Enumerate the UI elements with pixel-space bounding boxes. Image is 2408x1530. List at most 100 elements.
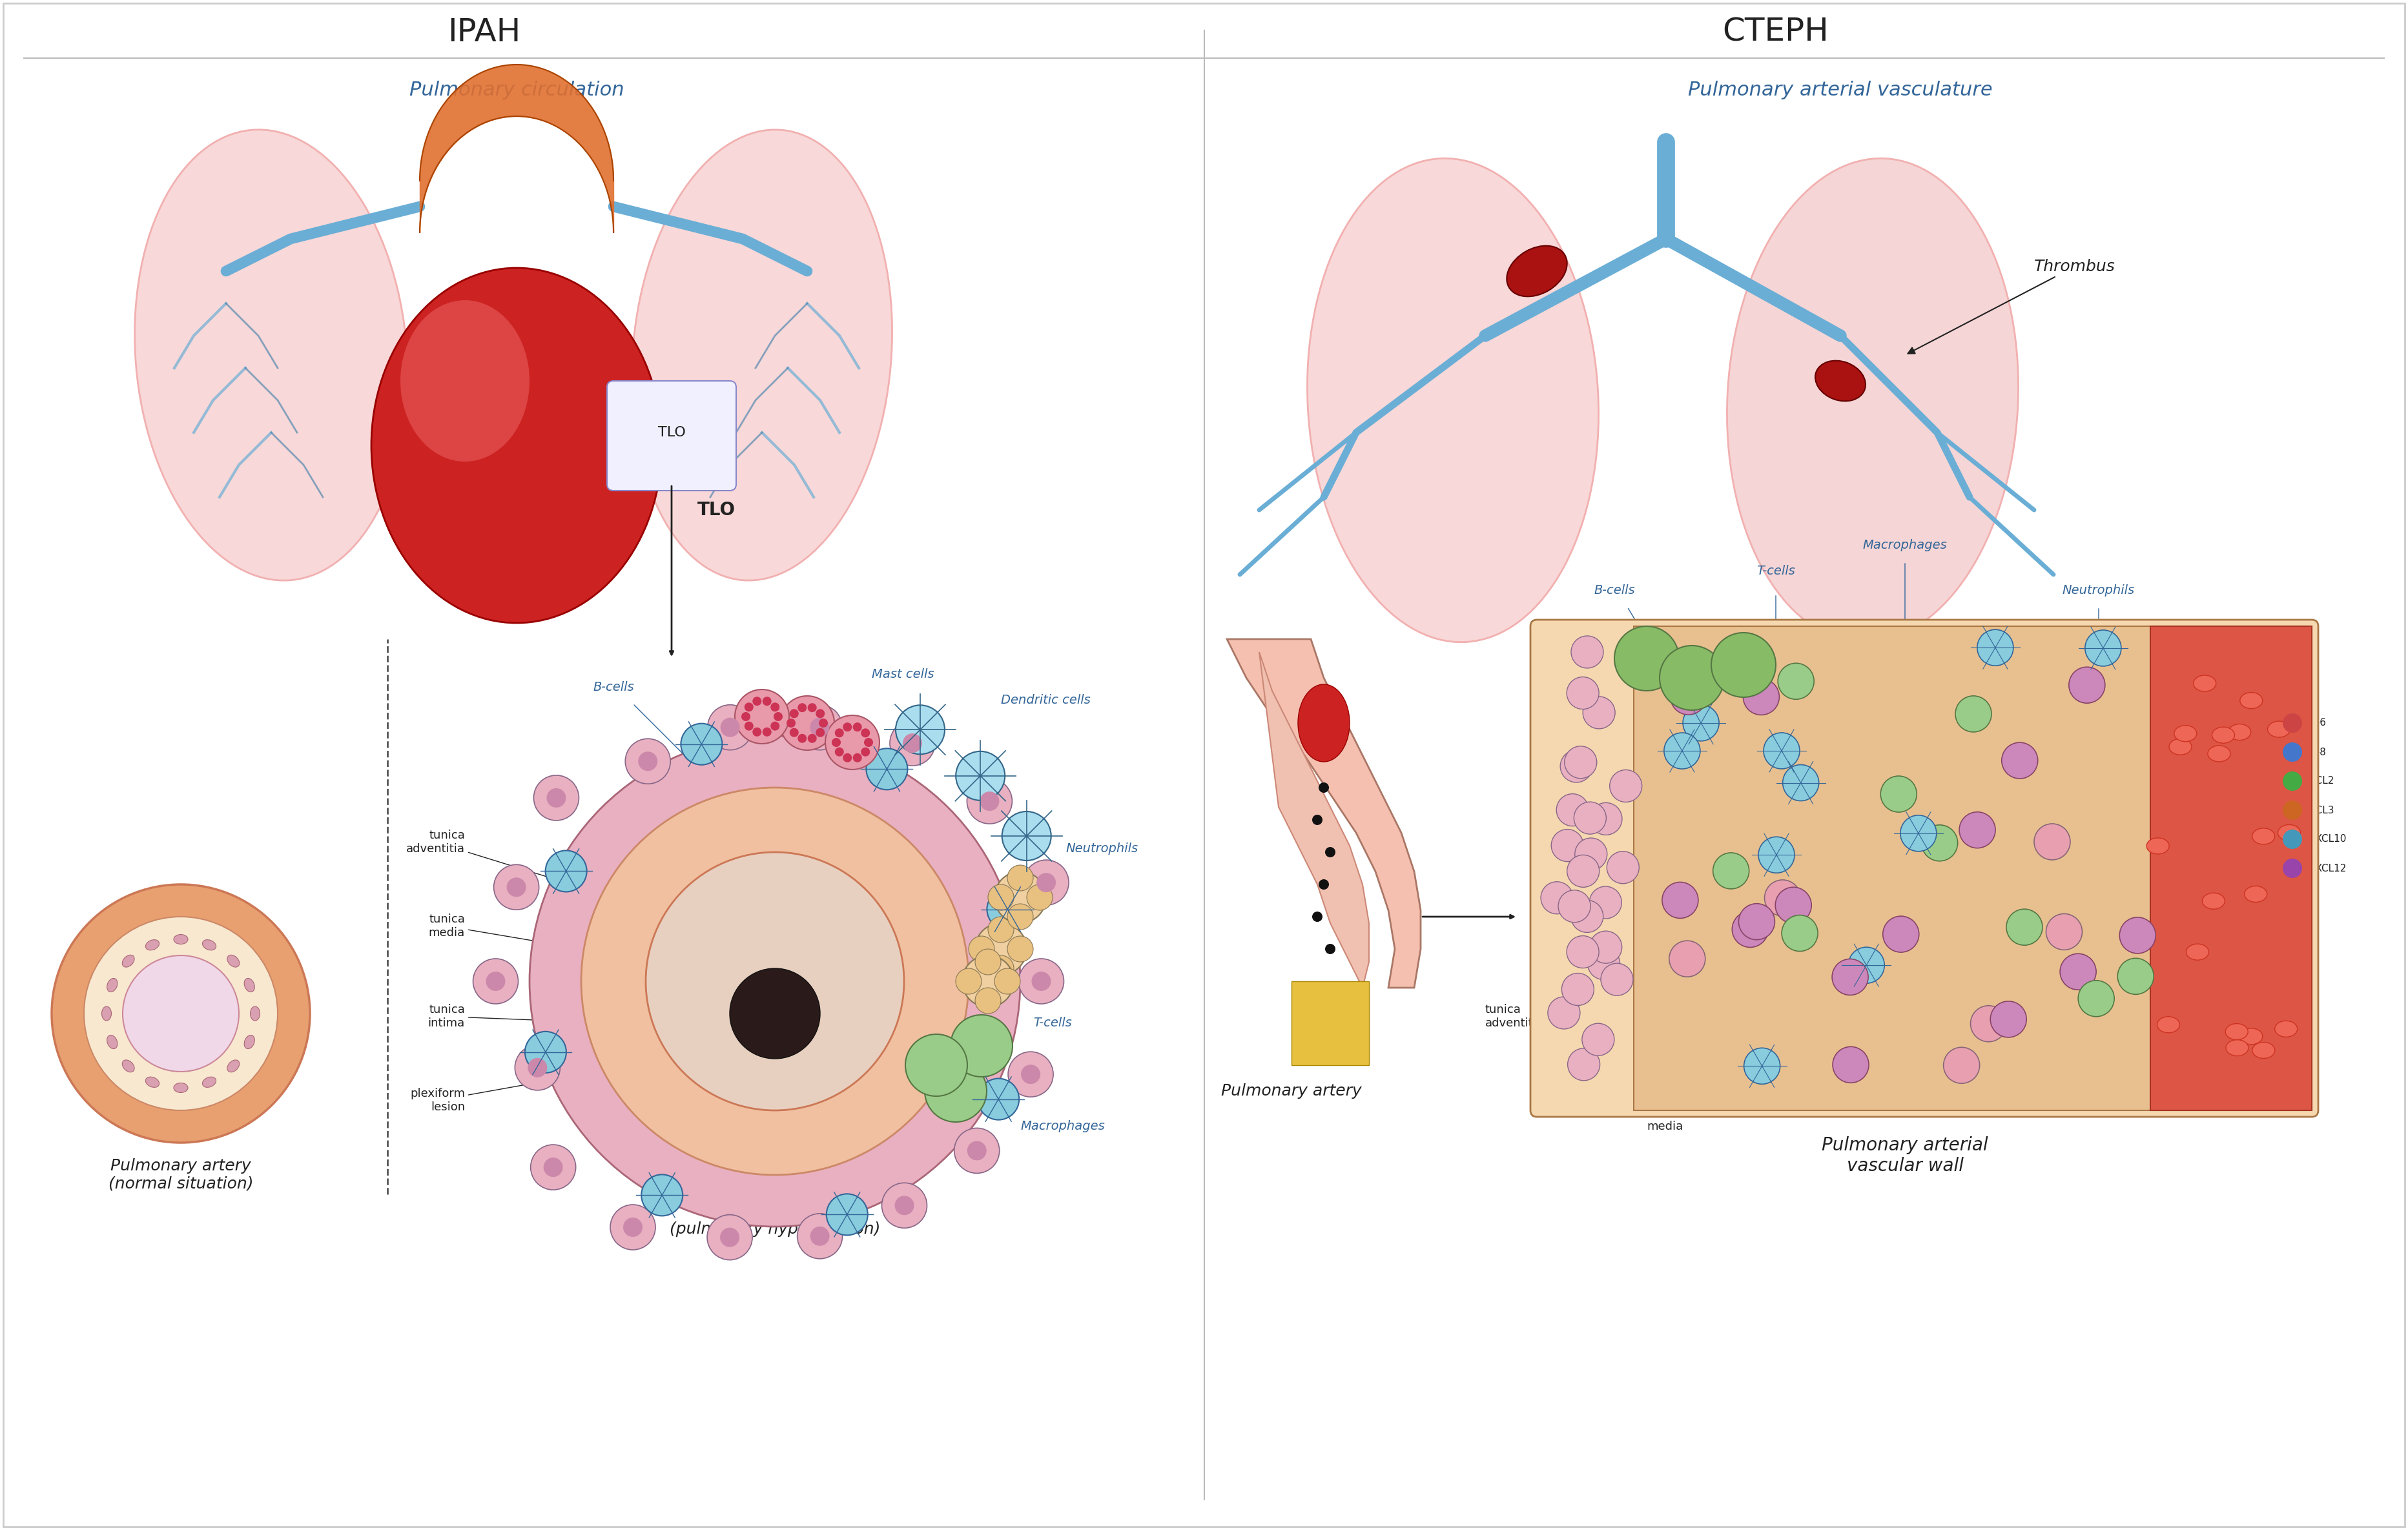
Circle shape [1739,904,1775,939]
Circle shape [2035,823,2071,860]
Circle shape [836,747,843,756]
Circle shape [896,1196,915,1215]
Circle shape [1683,705,1719,741]
Ellipse shape [2227,724,2251,741]
Circle shape [891,721,934,765]
Text: T-cells: T-cells [1755,565,1794,577]
Ellipse shape [2203,894,2225,909]
Text: Mast cells: Mast cells [872,669,934,681]
FancyBboxPatch shape [2150,626,2312,1111]
Ellipse shape [371,268,662,623]
Circle shape [790,728,799,737]
Circle shape [609,1204,655,1250]
Ellipse shape [2276,1021,2297,1037]
Ellipse shape [1727,159,2018,643]
Circle shape [84,916,277,1111]
Circle shape [797,1213,843,1259]
Circle shape [925,1060,987,1121]
Circle shape [809,1227,828,1245]
Ellipse shape [106,1036,118,1048]
Circle shape [1758,837,1794,874]
Ellipse shape [1507,246,1568,297]
Circle shape [1007,864,1033,890]
Circle shape [1568,676,1599,710]
Circle shape [987,889,1028,930]
Text: tunica
media: tunica media [1647,1079,1741,1132]
Circle shape [1541,881,1572,913]
Circle shape [903,733,922,753]
Circle shape [530,1144,576,1190]
Circle shape [1955,696,1991,731]
Text: B-cells: B-cells [1594,584,1635,597]
Circle shape [1991,1001,2028,1037]
Circle shape [744,722,754,731]
Circle shape [472,959,518,1004]
Circle shape [807,704,816,711]
Text: CCL2: CCL2 [2309,776,2333,786]
Circle shape [744,702,754,711]
Text: CCL3: CCL3 [2309,805,2333,815]
Ellipse shape [226,1060,238,1073]
Circle shape [486,972,506,991]
Circle shape [797,704,807,711]
Circle shape [1320,782,1329,793]
Circle shape [1570,900,1604,932]
Circle shape [1560,750,1592,782]
Circle shape [1664,733,1700,770]
Text: Neutrophils: Neutrophils [2064,584,2136,597]
Text: Pulmonary artery: Pulmonary artery [1221,1083,1363,1099]
Ellipse shape [123,955,135,967]
Circle shape [1582,1024,1613,1056]
Circle shape [1606,851,1640,884]
Circle shape [1743,1048,1780,1085]
Ellipse shape [2225,1040,2249,1056]
FancyBboxPatch shape [1531,620,2319,1117]
Text: Pulmonary arterial vasculature: Pulmonary arterial vasculature [1688,81,1994,99]
FancyBboxPatch shape [1633,626,2312,1111]
Ellipse shape [2225,1024,2249,1040]
Circle shape [1563,973,1594,1005]
Ellipse shape [2170,739,2191,754]
Text: IL-6: IL-6 [2309,718,2326,728]
Circle shape [975,923,1026,975]
Circle shape [1009,1051,1052,1097]
Circle shape [831,737,840,747]
Circle shape [1743,679,1780,715]
Circle shape [1587,947,1621,979]
Circle shape [1568,1048,1599,1080]
Circle shape [547,788,566,808]
Ellipse shape [2278,825,2300,842]
Ellipse shape [226,955,238,967]
Ellipse shape [2186,944,2208,959]
Ellipse shape [1298,684,1348,762]
Circle shape [2047,913,2083,950]
Ellipse shape [202,1077,217,1088]
Ellipse shape [2251,1042,2276,1059]
Circle shape [1849,947,1885,984]
Circle shape [1900,815,1936,851]
Circle shape [951,1014,1011,1077]
Ellipse shape [173,1083,188,1092]
Ellipse shape [202,939,217,950]
Circle shape [968,936,995,962]
Circle shape [1782,765,1818,800]
Circle shape [1320,880,1329,889]
Circle shape [626,739,669,783]
Circle shape [1582,696,1616,728]
Circle shape [862,728,869,737]
Circle shape [1575,838,1606,871]
Circle shape [987,916,1014,942]
Circle shape [787,719,795,728]
Circle shape [843,753,852,762]
Circle shape [494,864,539,910]
Circle shape [836,728,843,737]
Circle shape [980,791,999,811]
Text: plexiform
lesion: plexiform lesion [409,1047,742,1112]
Circle shape [1589,932,1623,964]
Circle shape [956,751,1004,800]
Circle shape [852,753,862,762]
Circle shape [544,1158,563,1177]
Circle shape [51,884,311,1143]
Text: TLO: TLO [657,425,686,439]
Text: tunica
adventitia: tunica adventitia [407,829,612,897]
